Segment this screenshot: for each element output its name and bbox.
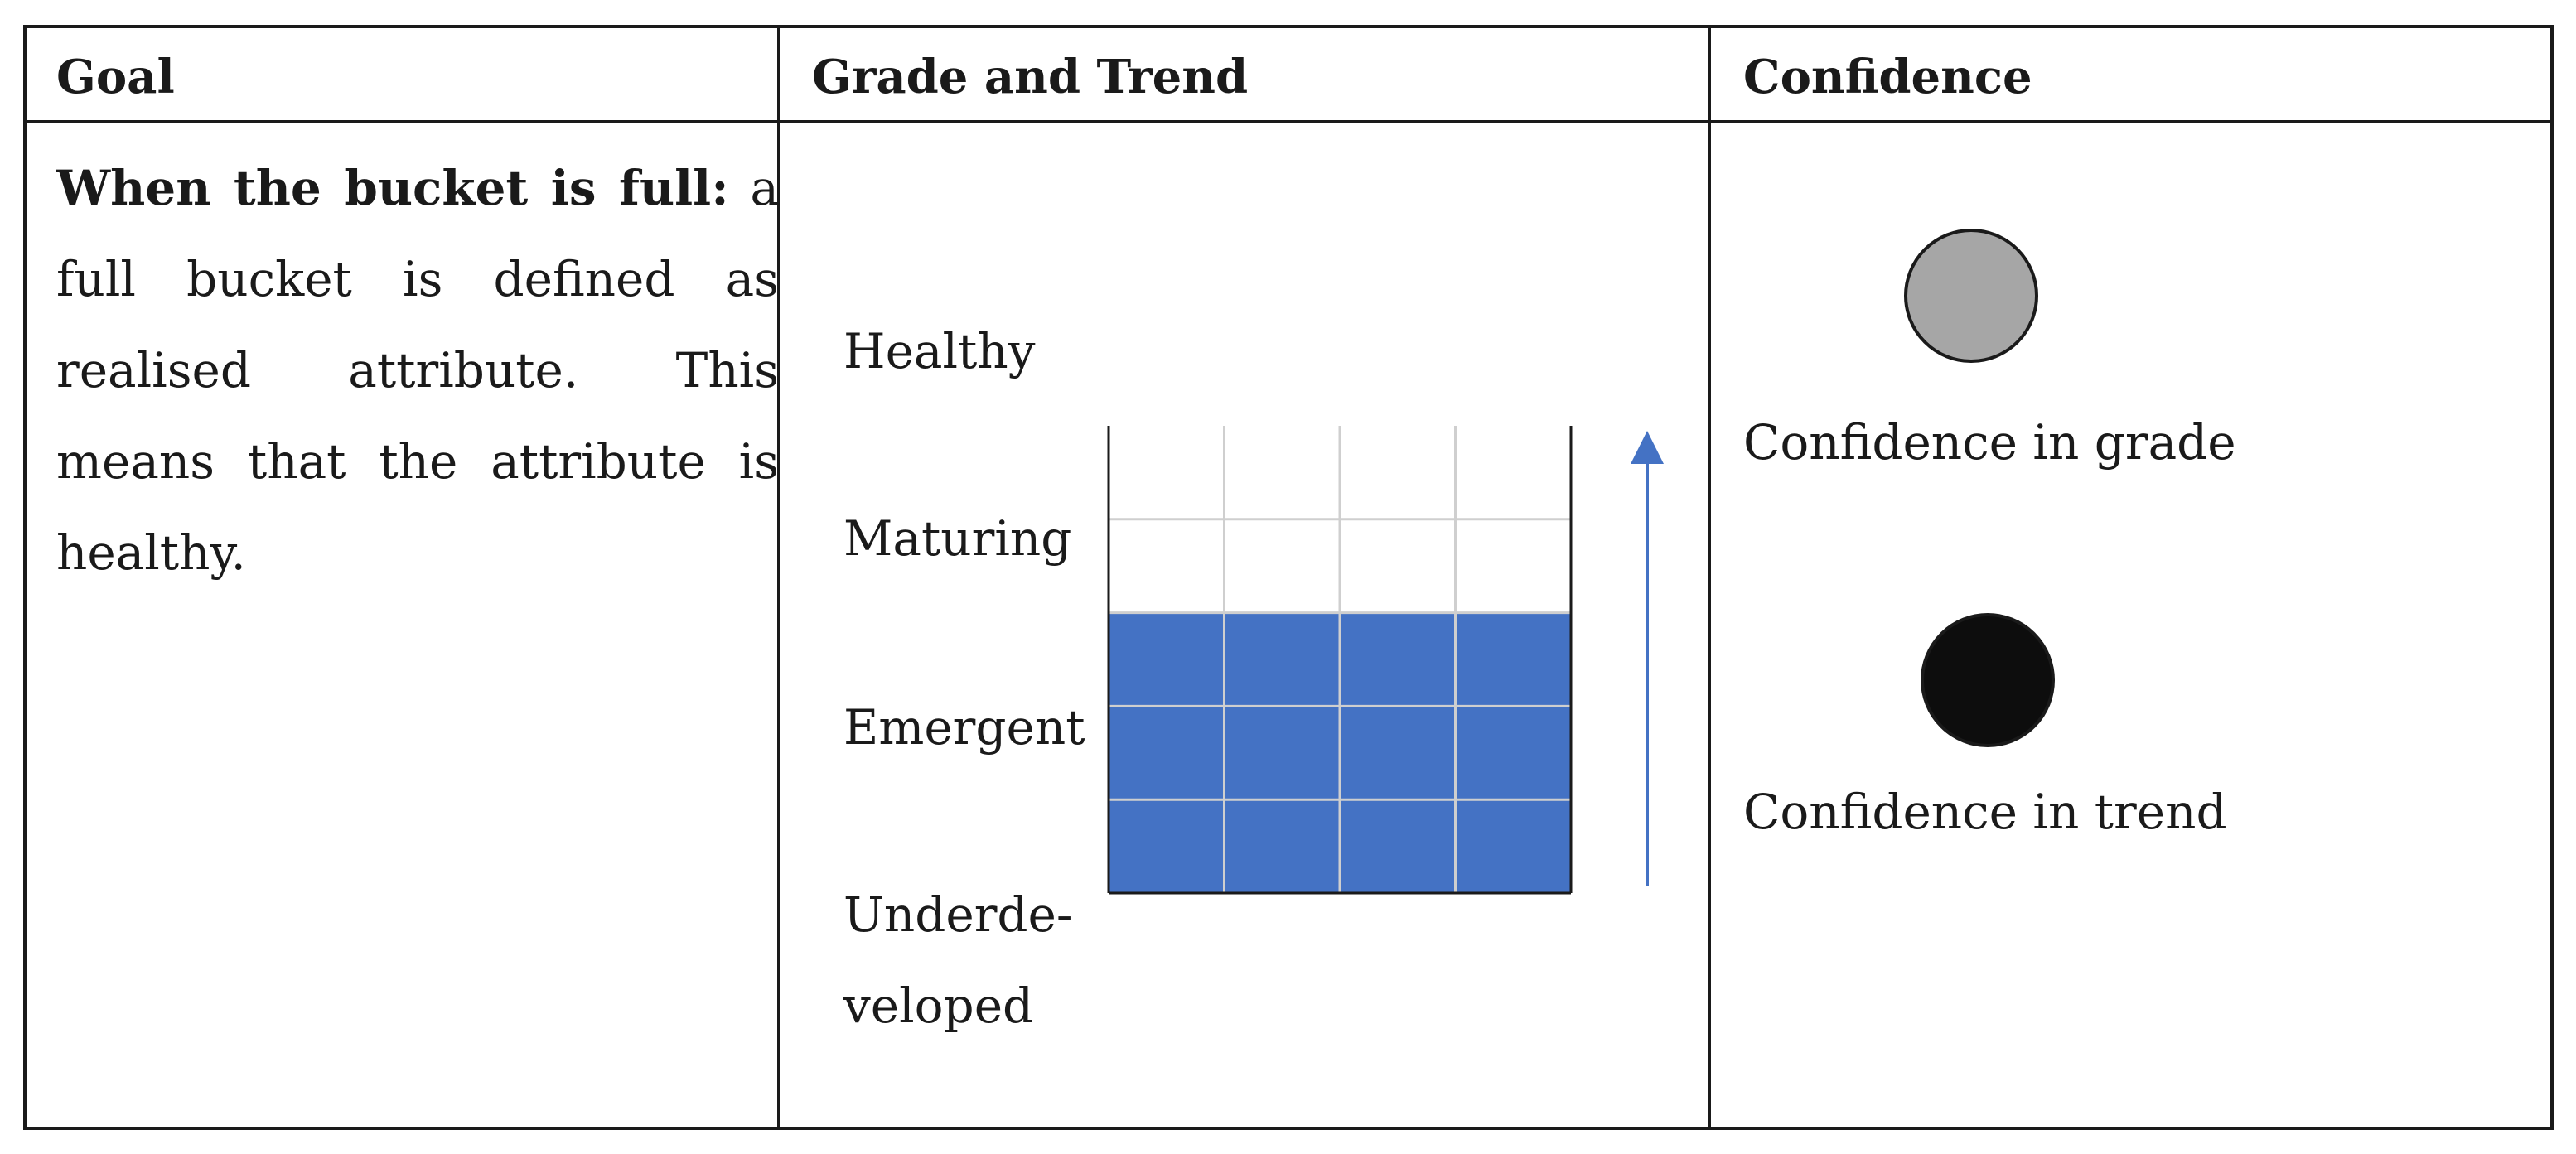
goal-body: a full bucket is defined as realised att…: [56, 160, 779, 581]
confidence-grade-circle-icon: [1904, 229, 2038, 363]
bucket-grid: [1109, 426, 1571, 893]
trend-up-arrow-icon: [1631, 431, 1664, 886]
grade-level-underdeveloped-line2: veloped: [843, 978, 1034, 1034]
header-confidence: Confidence: [1743, 50, 2032, 104]
column-divider-2: [1708, 28, 1711, 1127]
grade-level-underdeveloped-line1: Underde-: [843, 886, 1073, 943]
confidence-grade-label: Confidence in grade: [1743, 414, 2236, 471]
goal-lead: When the bucket is full:: [56, 160, 729, 216]
confidence-trend-circle-icon: [1921, 613, 2055, 747]
grade-level-healthy: Healthy: [843, 323, 1036, 379]
bucket-graphic: [1107, 426, 1664, 895]
assessment-table: Goal Grade and Trend Confidence When the…: [23, 25, 2554, 1130]
header-divider: [27, 120, 2550, 123]
column-divider-1: [777, 28, 780, 1127]
header-goal: Goal: [56, 50, 175, 104]
goal-description: When the bucket is full: a full bucket i…: [56, 142, 779, 598]
grade-level-maturing: Maturing: [843, 510, 1072, 567]
confidence-trend-label: Confidence in trend: [1743, 784, 2227, 840]
grade-level-emergent: Emergent: [843, 699, 1085, 756]
header-grade-and-trend: Grade and Trend: [812, 50, 1249, 104]
